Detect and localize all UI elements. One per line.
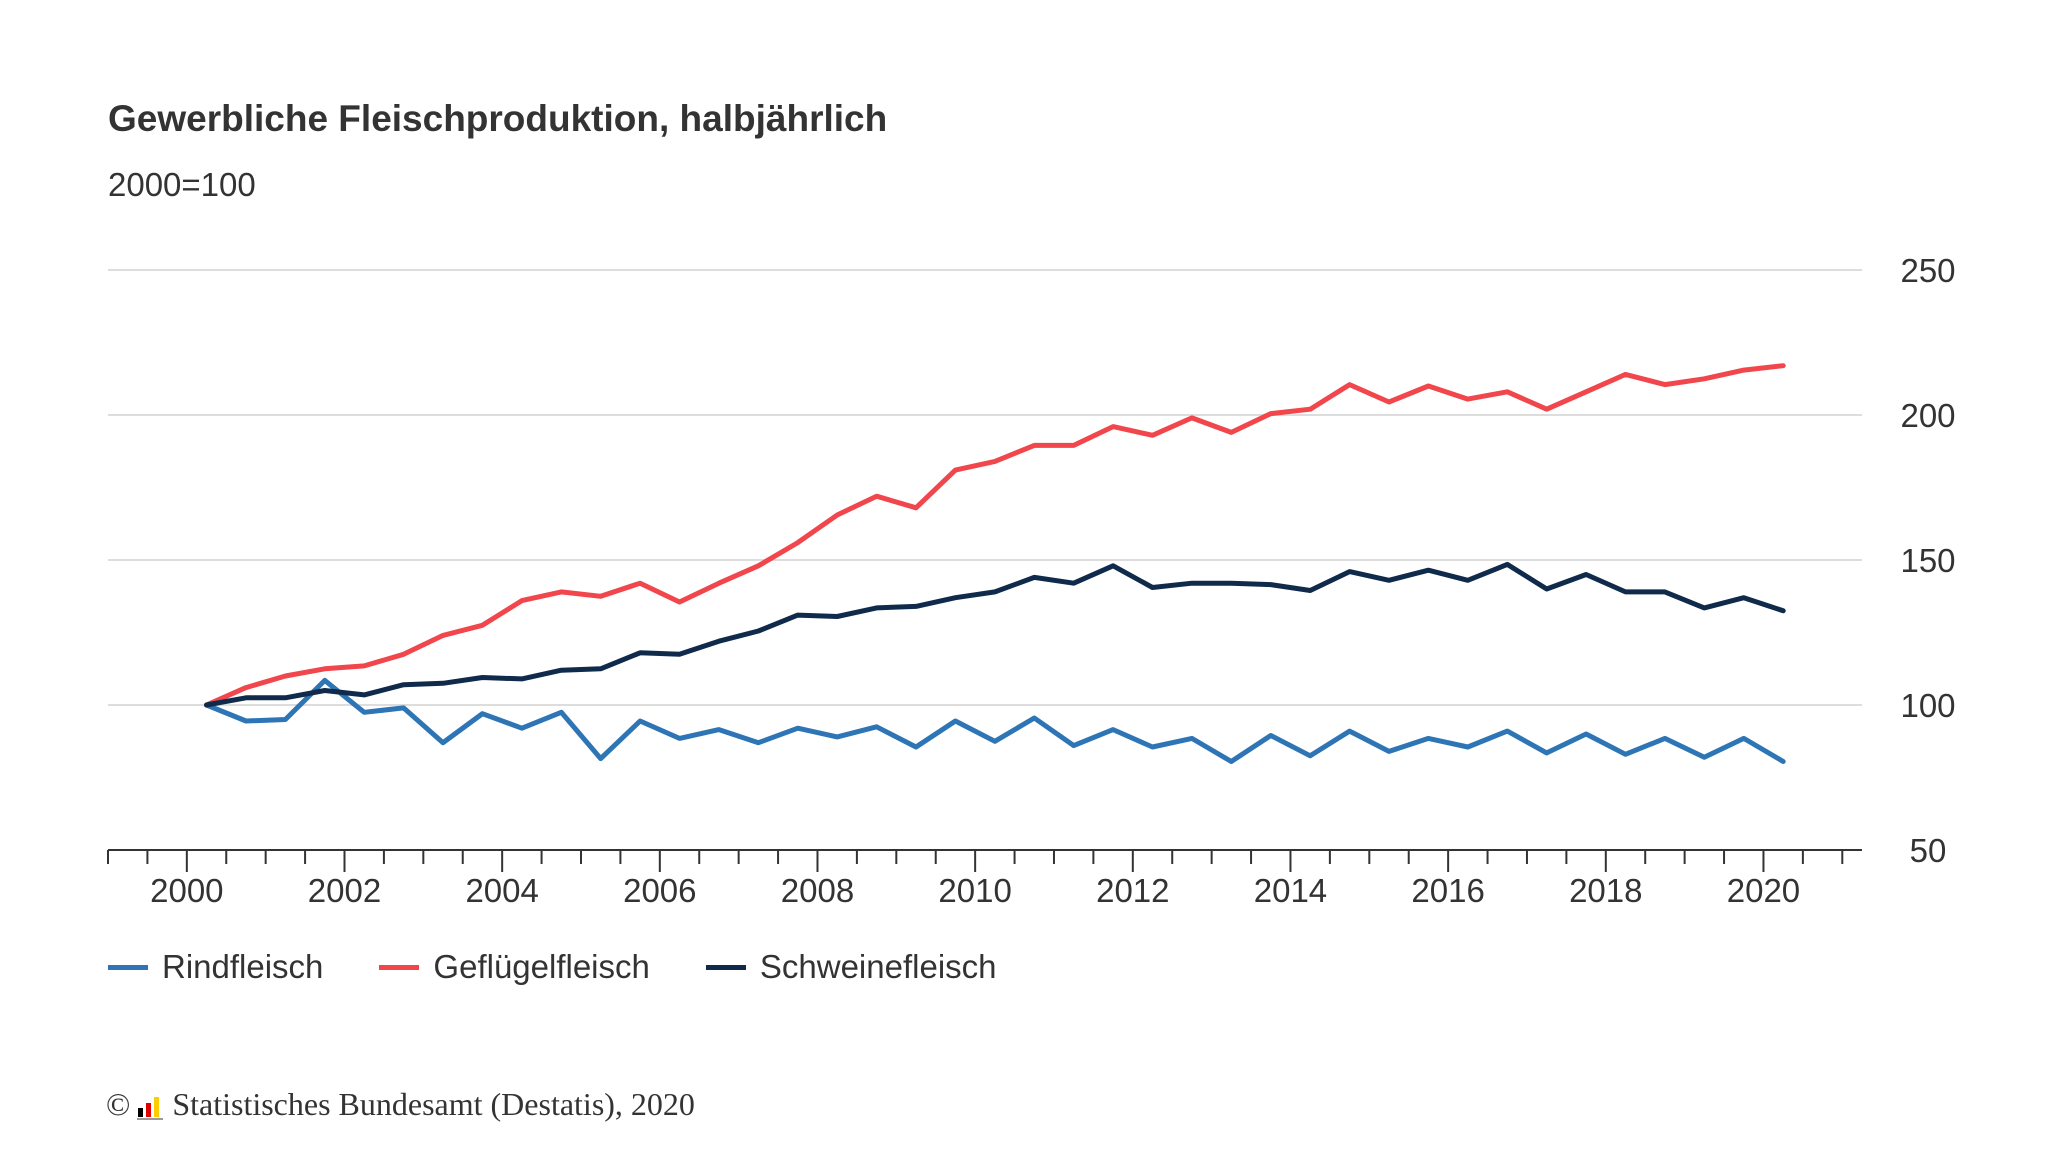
x-tick-label: 2012 xyxy=(1096,872,1169,909)
series-line-schweinefleisch xyxy=(204,561,1786,708)
y-tick-label: 50 xyxy=(1910,832,1947,869)
x-tick-label: 2000 xyxy=(150,872,223,909)
legend-item-rindfleisch: Rindfleisch xyxy=(108,948,323,986)
x-tick-label: 2006 xyxy=(623,872,696,909)
legend: Rindfleisch Geflügelfleisch Schweineflei… xyxy=(108,948,1053,986)
legend-item-gefluegelfleisch: Geflügelfleisch xyxy=(379,948,650,986)
legend-item-schweinefleisch: Schweinefleisch xyxy=(705,948,997,986)
y-tick-label: 200 xyxy=(1900,397,1955,434)
destatis-logo-icon xyxy=(136,1092,164,1120)
x-tick-label: 2002 xyxy=(308,872,381,909)
y-tick-label: 100 xyxy=(1900,687,1955,724)
series-line-rindfleisch xyxy=(204,677,1786,764)
series-line-gefluegelfleisch xyxy=(204,363,1786,708)
legend-label-schweinefleisch: Schweinefleisch xyxy=(759,948,997,985)
legend-swatch-rindfleisch xyxy=(108,964,148,970)
source-text: Statistisches Bundesamt (Destatis), 2020 xyxy=(172,1086,695,1122)
copyright-symbol: © xyxy=(106,1086,131,1122)
legend-label-gefluegelfleisch: Geflügelfleisch xyxy=(433,948,650,985)
x-tick-label: 2008 xyxy=(781,872,854,909)
legend-swatch-schweinefleisch xyxy=(705,964,746,970)
x-tick-label: 2010 xyxy=(938,872,1011,909)
x-tick-label: 2018 xyxy=(1569,872,1642,909)
x-tick-label: 2016 xyxy=(1411,872,1484,909)
chart-title: Gewerbliche Fleischproduktion, halbjährl… xyxy=(108,98,888,139)
x-tick-label: 2004 xyxy=(465,872,538,909)
y-tick-label: 150 xyxy=(1900,542,1955,579)
chart-subtitle: 2000=100 xyxy=(108,166,256,203)
legend-label-rindfleisch: Rindfleisch xyxy=(162,948,324,985)
x-tick-label: 2020 xyxy=(1727,872,1800,909)
x-tick-label: 2014 xyxy=(1254,872,1327,909)
y-tick-label: 250 xyxy=(1900,252,1955,289)
source-note: © Statistisches Bundesamt (Destatis), 20… xyxy=(106,1086,695,1123)
legend-swatch-gefluegelfleisch xyxy=(379,964,420,970)
